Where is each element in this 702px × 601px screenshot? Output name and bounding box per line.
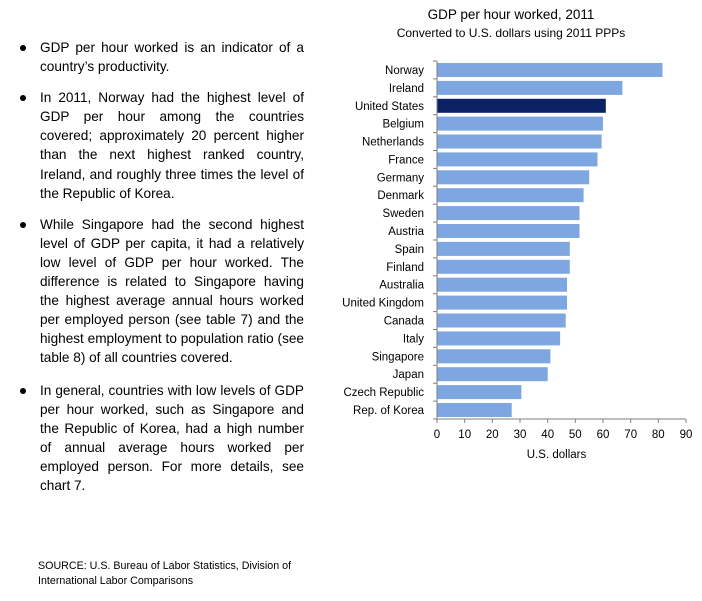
x-tick-label: 20 xyxy=(486,429,499,441)
category-label: Austria xyxy=(388,226,424,238)
category-label: Belgium xyxy=(382,119,424,131)
category-label: Rep. of Korea xyxy=(353,405,425,417)
category-label: Sweden xyxy=(382,208,424,220)
x-tick-label: 80 xyxy=(652,429,665,441)
bar xyxy=(437,367,548,382)
x-tick-label: 60 xyxy=(597,429,610,441)
bar xyxy=(437,385,522,400)
bar xyxy=(437,331,561,346)
category-label: United States xyxy=(355,101,424,113)
category-label: Denmark xyxy=(377,190,424,202)
bar xyxy=(437,349,551,364)
bullet-item: In 2011, Norway had the highest level of… xyxy=(18,88,304,203)
source-line: SOURCE: U.S. Bureau of Labor Statistics,… xyxy=(38,560,292,572)
bar xyxy=(437,241,570,256)
x-tick-label: 90 xyxy=(680,429,693,441)
category-label: Singapore xyxy=(372,351,424,363)
x-tick-label: 50 xyxy=(569,429,582,441)
chart-subtitle: Converted to U.S. dollars using 2011 PPP… xyxy=(396,26,626,40)
category-label: Canada xyxy=(384,316,425,328)
bar xyxy=(437,259,570,274)
bar xyxy=(437,170,590,185)
bar xyxy=(437,224,580,238)
bar xyxy=(437,116,603,131)
x-tick-label: 10 xyxy=(458,429,471,441)
bar xyxy=(437,63,663,77)
bar xyxy=(437,80,623,95)
bullet-item: GDP per hour worked is an indicator of a… xyxy=(18,38,304,76)
category-label: Australia xyxy=(379,280,424,292)
bar xyxy=(437,134,602,149)
category-label: Czech Republic xyxy=(343,387,424,399)
bar xyxy=(437,403,512,417)
category-label: Japan xyxy=(393,369,424,381)
x-tick-label: 0 xyxy=(434,429,440,441)
bar xyxy=(437,206,580,221)
category-label: France xyxy=(388,154,424,166)
chart-title: GDP per hour worked, 2011 xyxy=(427,7,595,22)
category-label: United Kingdom xyxy=(342,298,424,310)
bullet-item: In general, countries with low levels of… xyxy=(18,381,304,496)
category-label: Norway xyxy=(385,65,424,77)
bar xyxy=(437,152,598,167)
bar xyxy=(437,295,567,310)
source-line: International Labor Comparisons xyxy=(38,575,194,587)
bullet-list: GDP per hour worked is an indicator of a… xyxy=(18,38,304,495)
bar xyxy=(437,188,584,203)
x-tick-label: 30 xyxy=(514,429,527,441)
category-label: Spain xyxy=(395,244,424,256)
bullet-item: While Singapore had the second highest l… xyxy=(18,215,304,368)
x-axis-title: U.S. dollars xyxy=(527,449,587,461)
category-label: Ireland xyxy=(389,83,424,95)
category-label: Germany xyxy=(377,172,425,184)
bar xyxy=(437,277,567,292)
x-tick-label: 70 xyxy=(624,429,637,441)
source-note: SOURCE: U.S. Bureau of Labor Statistics,… xyxy=(38,559,328,589)
category-label: Finland xyxy=(386,262,424,274)
category-label: Netherlands xyxy=(362,137,424,149)
x-tick-label: 40 xyxy=(541,429,554,441)
category-label: Italy xyxy=(403,333,424,345)
bar xyxy=(437,313,566,328)
bar xyxy=(437,98,606,113)
